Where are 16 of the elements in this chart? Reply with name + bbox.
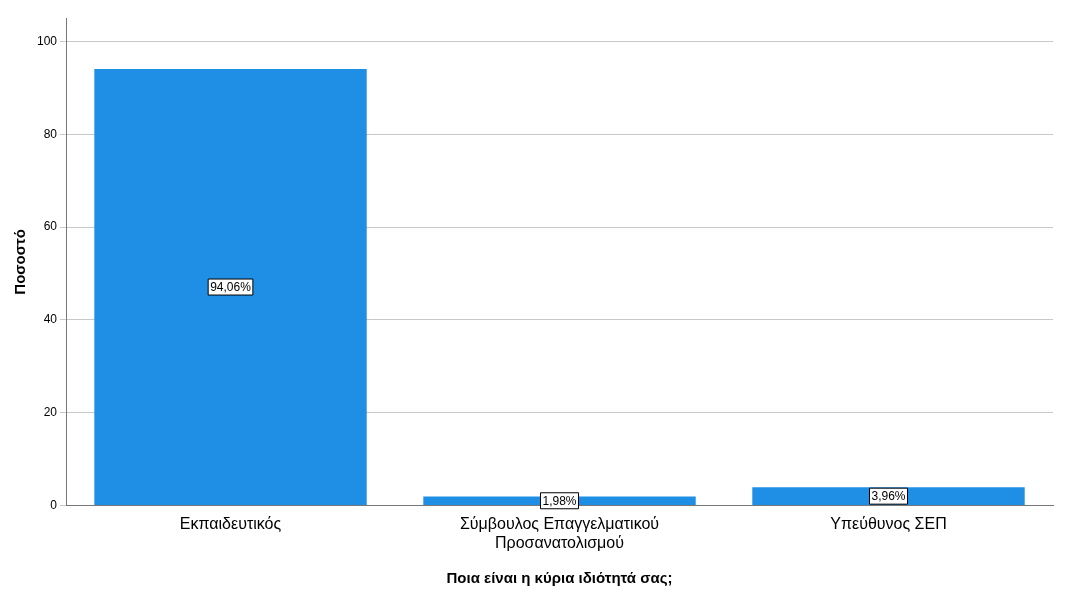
data-label: 94,06% [210,280,252,295]
x-tick-label: Υπεύθυνος ΣΕΠ [830,514,947,532]
y-tick-label: 60 [43,219,58,234]
bar [752,487,1025,506]
data-label: 3,96% [871,489,906,504]
x-tick-label: Εκπαιδευτικός [179,514,282,532]
x-axis-title: Ποια είναι η κύρια ιδιότητά σας; [446,569,673,587]
y-tick-label: 40 [43,312,58,327]
y-tick-label: 0 [50,497,58,512]
y-tick-label: 20 [43,405,58,420]
x-tick-label: Σύμβουλος Επαγγελματικού Προσανατολισμού [459,514,660,551]
y-tick-label: 80 [43,126,58,141]
bar [94,68,367,506]
y-axis-title: Ποσοστό [11,229,29,295]
y-tick-label: 100 [36,33,58,48]
data-label: 1,98% [542,494,577,509]
